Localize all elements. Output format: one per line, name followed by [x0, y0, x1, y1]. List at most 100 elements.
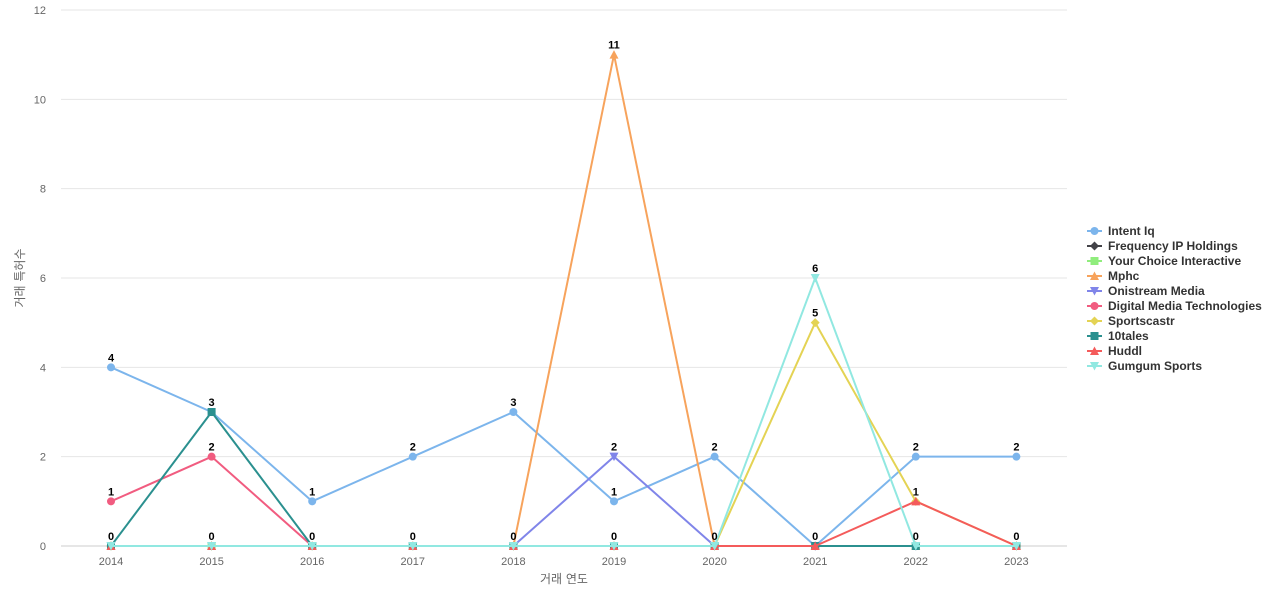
legend-item[interactable]: Gumgum Sports	[1087, 359, 1202, 373]
data-point	[509, 408, 518, 416]
data-point	[508, 542, 518, 551]
data-label: 2	[1013, 442, 1019, 454]
data-label: 0	[812, 531, 818, 543]
data-point	[710, 452, 719, 461]
data-point	[107, 363, 115, 372]
data-point	[408, 452, 417, 461]
series-10tales	[107, 408, 1021, 550]
series-onistream-media	[106, 452, 1021, 551]
y-tick-label: 6	[40, 273, 46, 285]
legend-item[interactable]: Your Choice Interactive	[1087, 254, 1241, 268]
legend-item[interactable]: Digital Media Technologies	[1087, 299, 1262, 313]
x-tick-label: 2017	[401, 556, 425, 568]
data-label: 0	[712, 531, 718, 543]
legend-symbol	[1090, 302, 1099, 310]
legend-symbol	[1090, 257, 1099, 265]
data-labels: 4 1 0 3 2 0 1 0 2 0 3 0 11 2 1 0 2 0 6 5 0 2 1 0 2 0	[108, 40, 1020, 543]
legend-symbol	[1090, 287, 1099, 296]
legend-symbol	[1090, 241, 1099, 251]
x-axis-title: 거래 연도	[540, 572, 588, 586]
y-tick-label: 12	[34, 5, 46, 17]
data-label: 1	[913, 486, 919, 498]
data-point	[106, 542, 116, 551]
series-line	[111, 321, 1017, 547]
data-point	[810, 274, 820, 283]
data-label: 1	[108, 486, 114, 498]
data-point	[609, 452, 619, 462]
legend-label: Digital Media Technologies	[1108, 299, 1262, 313]
y-tick-label: 2	[40, 452, 46, 464]
data-point	[610, 497, 618, 506]
data-point	[207, 452, 216, 461]
legend-label: Your Choice Interactive	[1108, 254, 1241, 268]
data-label: 0	[611, 531, 617, 543]
series-line	[111, 500, 1017, 547]
data-label: 2	[410, 442, 416, 454]
legend-item[interactable]: Intent Iq	[1087, 224, 1155, 238]
series-group	[106, 50, 1021, 551]
legend-item[interactable]: 10tales	[1087, 329, 1149, 343]
data-label: 0	[108, 531, 114, 543]
data-point	[408, 542, 418, 551]
legend-label: Intent Iq	[1108, 224, 1155, 238]
x-tick-label: 2015	[199, 556, 223, 568]
legend-symbol	[1090, 332, 1099, 340]
x-tick-label: 2016	[300, 556, 324, 568]
x-tick-label: 2014	[99, 556, 123, 568]
data-label: 1	[611, 486, 617, 498]
series-line	[110, 411, 1017, 547]
data-point	[207, 408, 216, 416]
data-label: 11	[608, 40, 620, 52]
data-point	[609, 50, 619, 59]
data-point	[911, 496, 921, 506]
data-label: 0	[410, 531, 416, 543]
series-line	[111, 53, 1017, 547]
legend-label: Mphc	[1108, 269, 1140, 283]
data-label: 1	[309, 486, 315, 498]
data-point	[308, 497, 317, 506]
legend-label: 10tales	[1108, 329, 1149, 343]
data-point	[810, 541, 820, 550]
data-label: 3	[209, 397, 215, 409]
legend-symbol	[1090, 346, 1099, 355]
series-mphc	[106, 50, 1021, 550]
legend-item[interactable]: Onistream Media	[1087, 284, 1205, 298]
series-huddl	[106, 496, 1021, 550]
data-label: 2	[712, 442, 718, 454]
series-line	[111, 455, 1017, 547]
data-label: 4	[108, 352, 115, 364]
grid	[61, 9, 1067, 547]
y-tick-label: 4	[40, 362, 46, 374]
y-axis-ticks: 0 2 4 6 8 10 12	[34, 5, 46, 553]
x-tick-label: 2021	[803, 556, 827, 568]
y-tick-label: 8	[40, 184, 46, 196]
x-tick-label: 2023	[1004, 556, 1028, 568]
legend-item[interactable]: Frequency IP Holdings	[1087, 239, 1238, 253]
legend-label: Onistream Media	[1108, 284, 1205, 298]
x-tick-label: 2018	[501, 556, 525, 568]
data-label: 0	[309, 531, 315, 543]
data-label: 0	[913, 531, 919, 543]
data-point	[107, 497, 115, 506]
legend-symbol	[1090, 271, 1099, 280]
data-label: 2	[209, 442, 215, 454]
data-label: 2	[611, 442, 617, 454]
data-point	[710, 542, 720, 551]
data-label: 0	[209, 531, 215, 543]
data-point	[207, 542, 217, 551]
data-point	[911, 542, 921, 551]
data-point	[307, 542, 317, 551]
legend-label: Frequency IP Holdings	[1108, 239, 1238, 253]
legend-item[interactable]: Sportscastr	[1087, 314, 1175, 328]
legend-symbol	[1090, 316, 1099, 326]
legend-symbol	[1090, 227, 1099, 235]
legend-item[interactable]: Huddl	[1087, 344, 1142, 358]
y-tick-label: 0	[40, 541, 46, 553]
x-tick-label: 2020	[702, 556, 726, 568]
legend-label: Gumgum Sports	[1108, 359, 1202, 373]
legend-label: Huddl	[1108, 344, 1142, 358]
legend-item[interactable]: Mphc	[1087, 269, 1140, 283]
series-line	[110, 366, 1017, 547]
data-point	[911, 452, 920, 461]
